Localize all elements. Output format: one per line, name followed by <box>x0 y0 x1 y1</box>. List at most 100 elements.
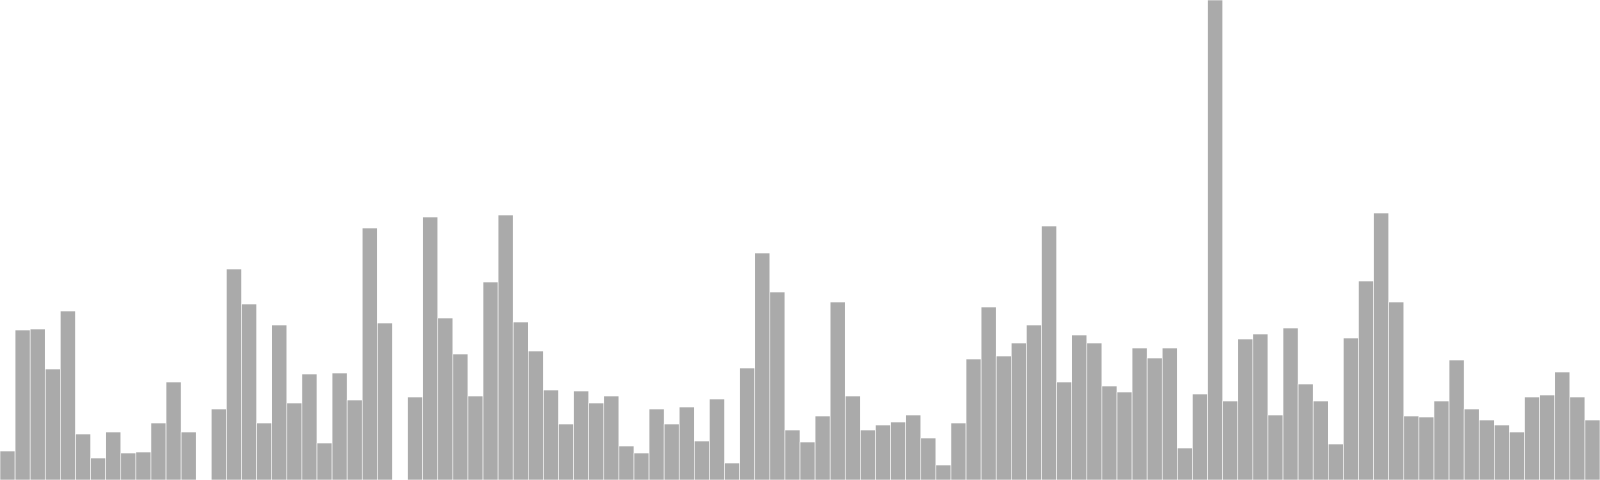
bar-41 <box>618 445 635 480</box>
bar-99 <box>1494 424 1510 480</box>
bar-87 <box>1312 400 1329 480</box>
bar-28 <box>422 216 439 480</box>
bar-31 <box>467 395 484 480</box>
bar-32 <box>482 281 499 480</box>
bar-35 <box>527 350 544 480</box>
bar-104 <box>1569 396 1586 480</box>
bar-47 <box>709 398 725 480</box>
bar-25 <box>377 322 393 480</box>
bar-7 <box>105 431 122 480</box>
bar-100 <box>1509 431 1525 480</box>
bar-66 <box>995 355 1012 480</box>
bar-97 <box>1463 408 1480 480</box>
bar-4 <box>60 310 76 480</box>
bar-24 <box>361 227 378 480</box>
bar-103 <box>1554 371 1571 480</box>
bar-0 <box>0 450 16 480</box>
bar-92 <box>1388 301 1405 480</box>
bar-63 <box>950 422 967 480</box>
bar-10 <box>150 422 167 480</box>
bar-80 <box>1207 0 1223 480</box>
bar-78 <box>1177 447 1193 480</box>
bar-6 <box>90 457 106 480</box>
bar-81 <box>1222 400 1239 480</box>
bar-49 <box>739 367 756 480</box>
bar-56 <box>844 395 861 480</box>
bar-34 <box>512 321 529 480</box>
bar-27 <box>407 396 423 480</box>
bar-20 <box>301 373 318 480</box>
bar-30 <box>452 353 469 480</box>
bar-23 <box>346 399 363 480</box>
bar-8 <box>120 452 137 480</box>
bar-9 <box>135 451 152 480</box>
bar-46 <box>694 440 710 480</box>
bar-14 <box>211 408 227 480</box>
bar-74 <box>1116 391 1133 480</box>
bar-98 <box>1478 419 1495 480</box>
bar-21 <box>316 442 333 480</box>
bar-76 <box>1146 357 1163 480</box>
bar-72 <box>1086 342 1103 480</box>
bar-40 <box>603 395 620 480</box>
bar-44 <box>663 423 680 480</box>
bar-68 <box>1026 324 1042 480</box>
bar-17 <box>256 422 272 480</box>
bar-15 <box>226 268 242 480</box>
bar-5 <box>75 433 91 480</box>
bar-45 <box>678 406 695 480</box>
bar-94 <box>1418 416 1435 480</box>
bar-62 <box>935 464 952 480</box>
bar-55 <box>829 301 846 480</box>
bar-89 <box>1343 337 1359 480</box>
bar-18 <box>271 324 288 480</box>
bar-22 <box>331 372 348 480</box>
bar-83 <box>1252 333 1269 480</box>
bar-90 <box>1358 280 1374 480</box>
bar-65 <box>980 306 997 480</box>
bar-29 <box>437 317 454 480</box>
bar-50 <box>754 252 771 480</box>
bar-11 <box>165 381 182 480</box>
bar-3 <box>44 368 61 480</box>
bar-19 <box>286 402 303 480</box>
bar-91 <box>1373 212 1389 480</box>
bar-84 <box>1267 414 1284 480</box>
bar-69 <box>1041 225 1057 480</box>
bar-105 <box>1584 419 1600 480</box>
bar-77 <box>1161 347 1178 480</box>
bar-79 <box>1192 393 1208 480</box>
bar-60 <box>905 414 922 480</box>
bar-59 <box>890 421 906 480</box>
bar-52 <box>784 429 801 480</box>
bar-86 <box>1297 383 1314 480</box>
bar-48 <box>724 462 740 480</box>
bar-64 <box>965 358 982 480</box>
bar-33 <box>497 214 514 480</box>
bar-93 <box>1403 415 1420 480</box>
bar-73 <box>1101 385 1118 480</box>
bar-37 <box>558 423 574 480</box>
bar-95 <box>1433 400 1450 480</box>
bar-82 <box>1237 338 1254 480</box>
bar-16 <box>241 303 257 480</box>
bar-38 <box>573 390 589 480</box>
bar-1 <box>14 329 31 480</box>
bar-57 <box>860 429 876 480</box>
bar-42 <box>633 452 650 480</box>
bar-53 <box>799 441 816 480</box>
bar-70 <box>1056 381 1072 480</box>
bar-43 <box>648 408 665 480</box>
bar-61 <box>920 437 937 480</box>
bar-88 <box>1328 443 1344 480</box>
bar-51 <box>769 291 786 480</box>
bar-71 <box>1071 334 1088 480</box>
bar-12 <box>180 431 197 480</box>
bar-54 <box>814 415 831 480</box>
bar-67 <box>1011 342 1027 480</box>
bar-102 <box>1539 394 1556 480</box>
bar-75 <box>1131 347 1148 480</box>
